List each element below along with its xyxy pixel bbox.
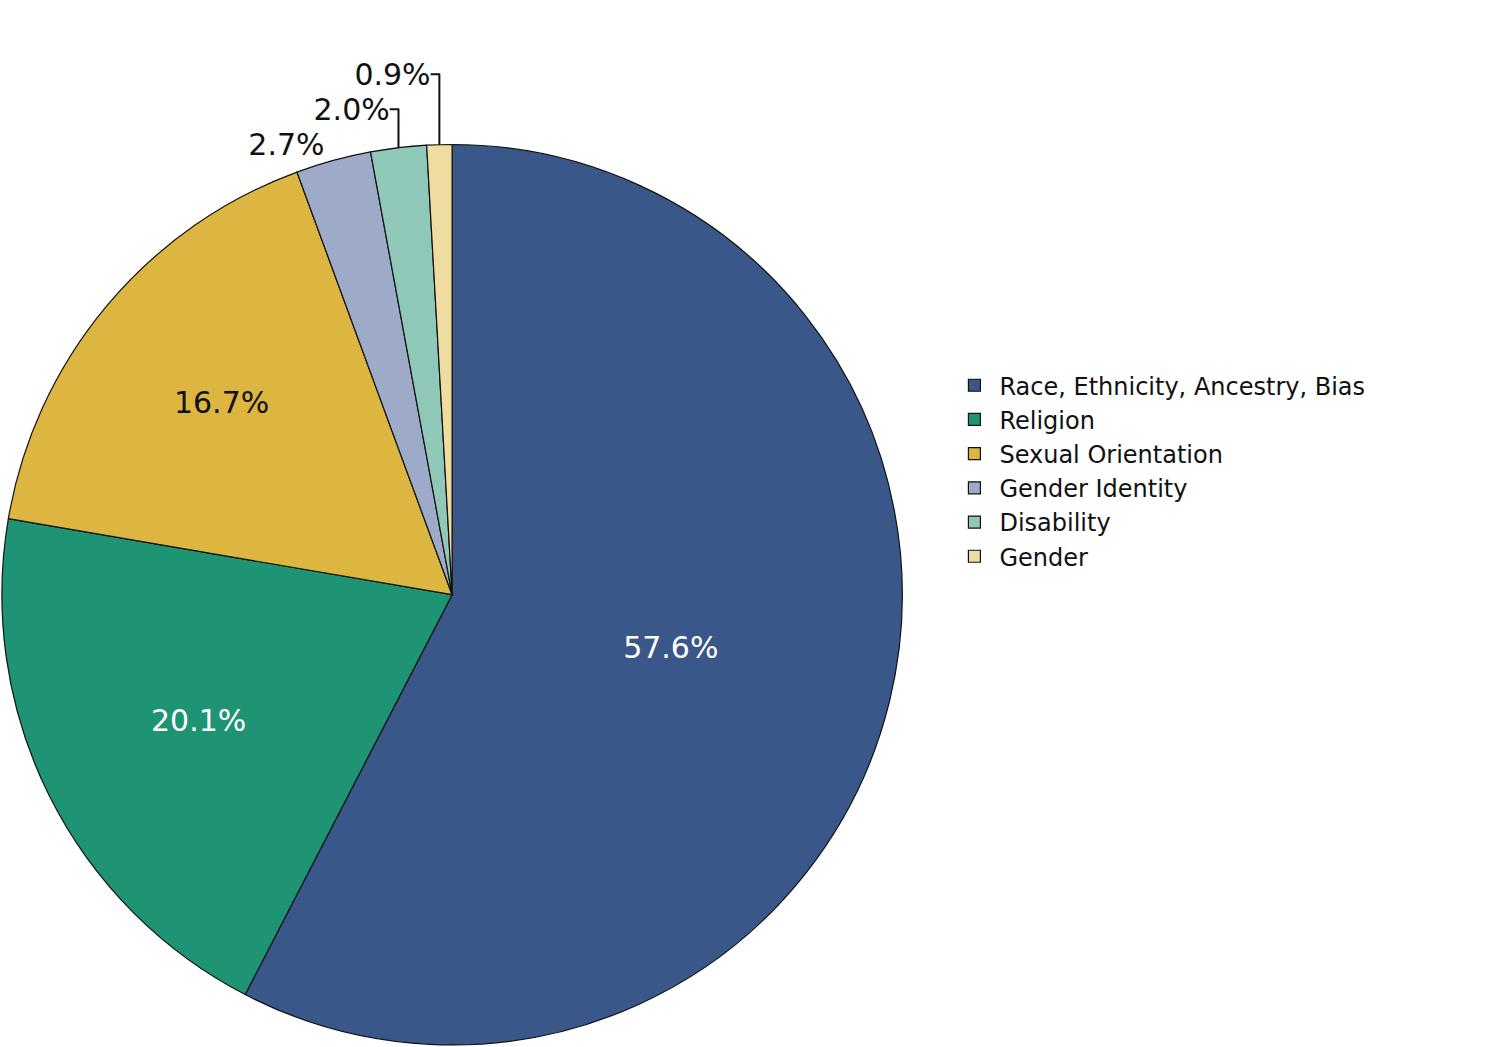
svg-text:Sexual Orientation: Sexual Orientation bbox=[999, 441, 1222, 469]
svg-text:Disability: Disability bbox=[999, 509, 1110, 537]
svg-text:16.7%: 16.7% bbox=[174, 385, 269, 420]
svg-text:Gender Identity: Gender Identity bbox=[999, 475, 1187, 503]
svg-text:57.6%: 57.6% bbox=[623, 630, 718, 665]
svg-text:Gender: Gender bbox=[999, 544, 1088, 572]
svg-text:Religion: Religion bbox=[999, 407, 1094, 435]
svg-text:2.0%: 2.0% bbox=[314, 92, 390, 127]
svg-text:Race, Ethnicity, Ancestry, Bia: Race, Ethnicity, Ancestry, Bias bbox=[999, 373, 1365, 401]
svg-text:0.9%: 0.9% bbox=[354, 57, 430, 92]
svg-text:20.1%: 20.1% bbox=[151, 703, 246, 738]
svg-text:2.7%: 2.7% bbox=[248, 127, 324, 162]
